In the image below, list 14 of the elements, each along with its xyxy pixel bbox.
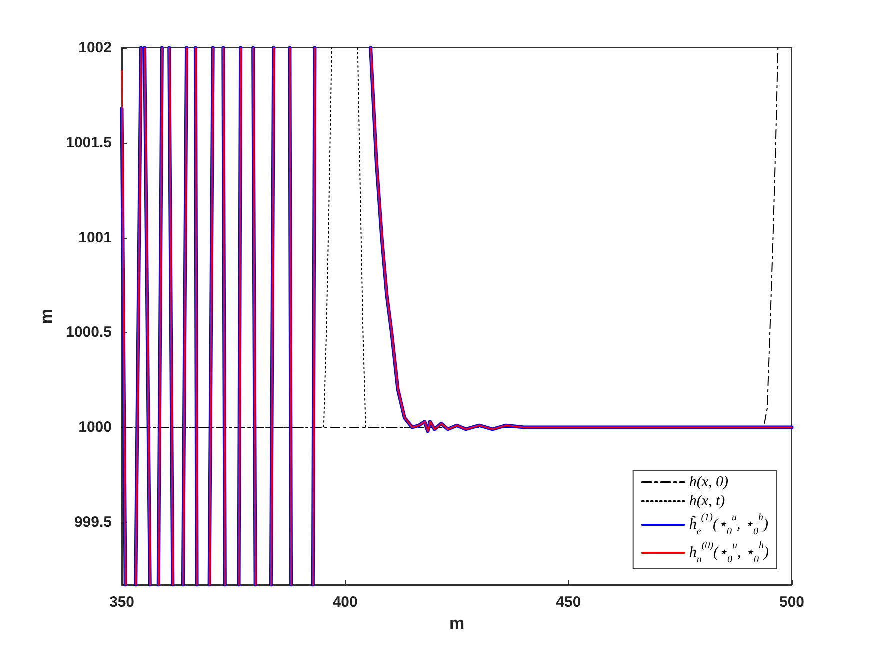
y-tick-label: 1000.5 xyxy=(66,324,112,342)
legend-label: h(x, 0) xyxy=(689,474,729,490)
y-tick-label: 999.5 xyxy=(74,514,112,531)
x-tick-label: 350 xyxy=(109,594,135,611)
y-tick-label: 1001 xyxy=(78,229,112,246)
x-axis-title: m xyxy=(449,614,465,633)
y-axis-title: m xyxy=(37,308,56,324)
x-tick-label: 500 xyxy=(779,594,805,611)
y-tick-label: 1000 xyxy=(78,419,112,436)
x-tick-label: 450 xyxy=(556,594,582,611)
legend-label: h(x, t) xyxy=(689,494,726,510)
y-tick-label: 1001.5 xyxy=(66,134,112,152)
y-tick-label: 1002 xyxy=(78,40,112,56)
x-tick-label: 400 xyxy=(332,594,358,611)
